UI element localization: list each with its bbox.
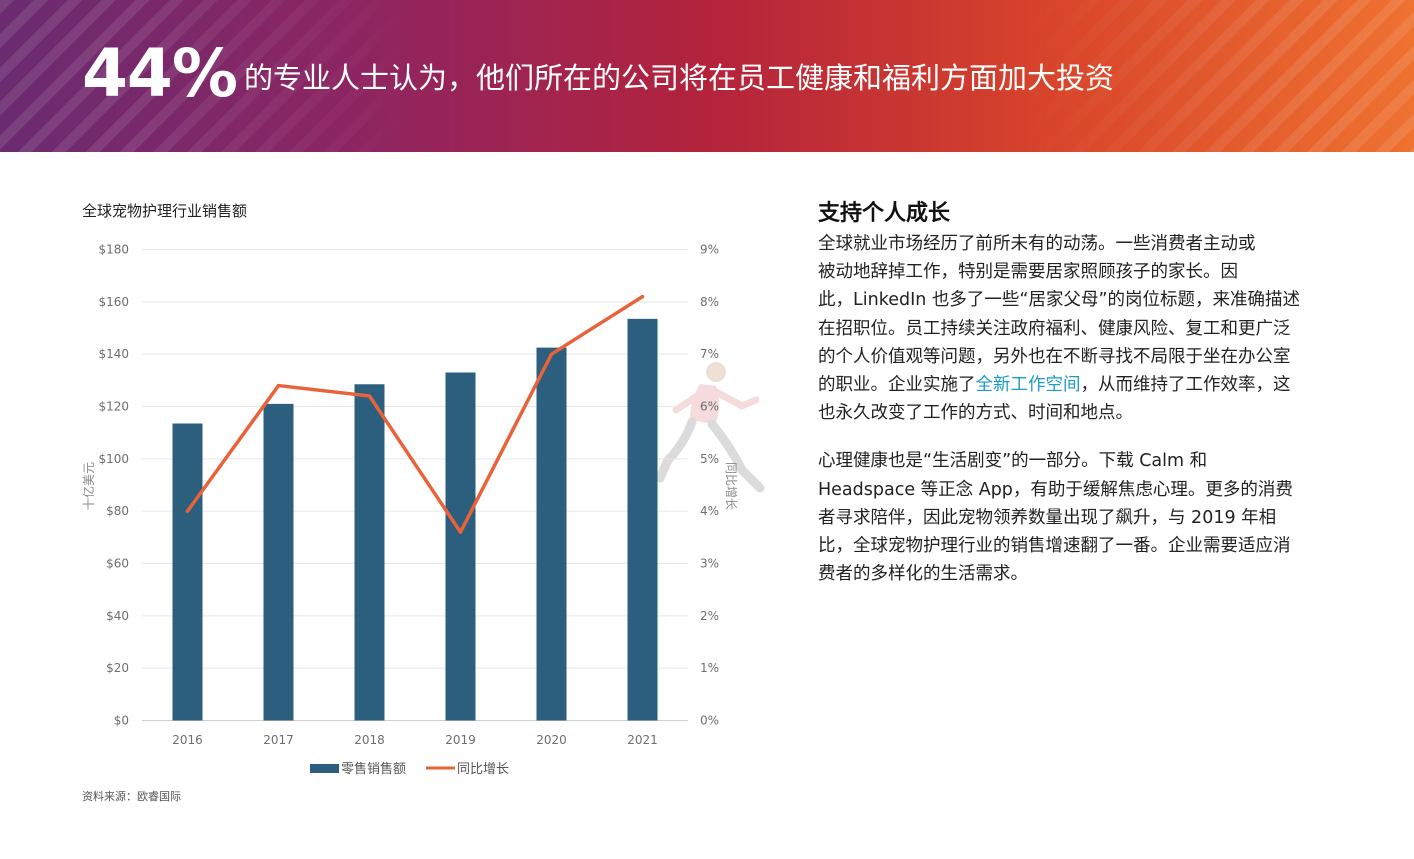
y-left-tick-label: $160 — [98, 295, 129, 309]
text-line: 心理健康也是“生活剧变”的一部分。下载 Calm 和 — [818, 451, 1208, 472]
y-left-tick-label: $40 — [106, 609, 129, 623]
legend-label-line: 同比增长 — [457, 762, 509, 777]
text-line: 全球就业市场经历了前所未有的动荡。一些消费者主动或 — [818, 234, 1256, 254]
y-right-tick-label: 4% — [700, 504, 719, 518]
y-left-tick-label: $80 — [106, 504, 129, 518]
y-left-tick-label: $180 — [98, 243, 129, 257]
y-right-tick-label: 7% — [700, 347, 719, 361]
y-right-tick-label: 9% — [700, 243, 719, 257]
y-axis-right-label: 同比增长 — [724, 462, 738, 510]
source-note: 资料来源：欧睿国际 — [82, 790, 181, 803]
text-line: Headspace 等正念 App，有助于缓解焦虑心理。更多的消费 — [818, 479, 1293, 500]
right-axis-ticks: 0% 1% 2% 3% 4% 5% 6% 7% 8% 9% — [700, 243, 719, 728]
article-paragraph-2: 心理健康也是“生活剧变”的一部分。下载 Calm 和 Headspace 等正念… — [818, 447, 1358, 588]
text-line: 费者的多样化的生活需求。 — [818, 564, 1028, 585]
chart-legend: 零售销售额 同比增长 — [310, 761, 509, 777]
text-line: 在招职位。员工持续关注政府福利、健康风险、复工和更广泛 — [818, 318, 1291, 339]
header-banner: 44% 的专业人士认为，他们所在的公司将在员工健康和福利方面加大投资 — [0, 0, 1414, 152]
y-axis-left-label: 十亿美元 — [81, 462, 96, 510]
text-line: 的个人价值观等问题，另外也在不断寻找不局限于坐在办公室 — [818, 346, 1291, 367]
x-tick-label: 2016 — [172, 733, 203, 747]
text-line: 也永久改变了工作的方式、时间和地点。 — [818, 403, 1133, 424]
bar-2018 — [354, 384, 385, 721]
x-tick-label: 2021 — [627, 733, 658, 747]
x-tick-label: 2018 — [354, 733, 385, 747]
y-right-tick-label: 5% — [700, 452, 719, 466]
banner-stripes-right — [0, 0, 1414, 152]
text-line: 比，全球宠物护理行业的销售增速翻了一番。企业需要适应消 — [818, 536, 1291, 557]
y-right-tick-label: 0% — [700, 714, 719, 728]
y-left-tick-label: $140 — [98, 347, 129, 361]
new-workspace-link[interactable]: 全新工作空间 — [975, 375, 1081, 396]
chart-title: 全球宠物护理行业销售额 — [82, 202, 248, 220]
growth-point-2021 — [640, 295, 645, 299]
line-series — [185, 294, 645, 534]
text-line: ，从而维持了工作效率，这 — [1080, 375, 1291, 396]
x-tick-label: 2019 — [445, 733, 476, 747]
y-right-tick-label: 6% — [700, 400, 719, 414]
bar-2016 — [172, 423, 203, 721]
growth-point-2016 — [185, 509, 190, 513]
bar-2021 — [627, 318, 658, 721]
bar-2017 — [263, 403, 294, 721]
left-axis-ticks: $0 $20 $40 $60 $80 $100 $120 $140 $160 $180 — [98, 243, 129, 728]
y-left-tick-label: $20 — [106, 661, 129, 675]
bar-series — [172, 318, 658, 721]
pet-care-sales-chart: $0 $20 $40 $60 $80 $100 $120 $140 $160 $180 0% 1% 2… — [81, 243, 765, 777]
banner-stripes-left — [0, 0, 1414, 152]
legend-swatch-bar — [310, 764, 339, 773]
y-left-tick-label: $120 — [98, 400, 129, 414]
chart-gridlines — [142, 249, 688, 721]
growth-point-2018 — [367, 394, 372, 398]
banner-stat: 44% — [82, 35, 238, 112]
legend-label-bar: 零售销售额 — [341, 761, 406, 777]
y-left-tick-label: $100 — [98, 452, 129, 466]
growth-line — [185, 294, 645, 534]
article-heading: 支持个人成长 — [818, 201, 951, 226]
growth-point-2019 — [458, 530, 463, 534]
y-left-tick-label: $0 — [114, 714, 129, 728]
bar-2019 — [445, 372, 476, 721]
y-right-tick-label: 8% — [700, 295, 719, 309]
article: 支持个人成长 全球就业市场经历了前所未有的动荡。一些消费者主动或 被动地辞掉工作… — [818, 198, 1358, 588]
x-axis-ticks: 2016 2017 2018 2019 2020 2021 — [172, 733, 658, 747]
running-person-illustration — [655, 362, 765, 493]
bar-2020 — [536, 347, 567, 721]
y-left-tick-label: $60 — [106, 557, 129, 571]
text-line: 此，LinkedIn 也多了一些“居家父母”的岗位标题，来准确描述 — [818, 290, 1301, 311]
x-tick-label: 2017 — [263, 733, 294, 747]
text-line: 的职业。企业实施了 — [818, 375, 976, 396]
y-right-tick-label: 2% — [700, 609, 719, 623]
y-right-tick-label: 1% — [700, 661, 719, 675]
growth-point-2017 — [276, 383, 281, 388]
x-tick-label: 2020 — [536, 733, 567, 747]
y-right-tick-label: 3% — [700, 557, 719, 571]
text-line: 者寻求陪伴，因此宠物领养数量出现了飙升，与 2019 年相 — [818, 507, 1277, 528]
article-paragraph-1: 全球就业市场经历了前所未有的动荡。一些消费者主动或 被动地辞掉工作，特别是需要居… — [818, 230, 1358, 427]
banner-headline: 的专业人士认为，他们所在的公司将在员工健康和福利方面加大投资 — [244, 61, 1115, 95]
text-line: 被动地辞掉工作，特别是需要居家照顾孩子的家长。因 — [818, 262, 1238, 283]
growth-point-2020 — [549, 352, 554, 356]
